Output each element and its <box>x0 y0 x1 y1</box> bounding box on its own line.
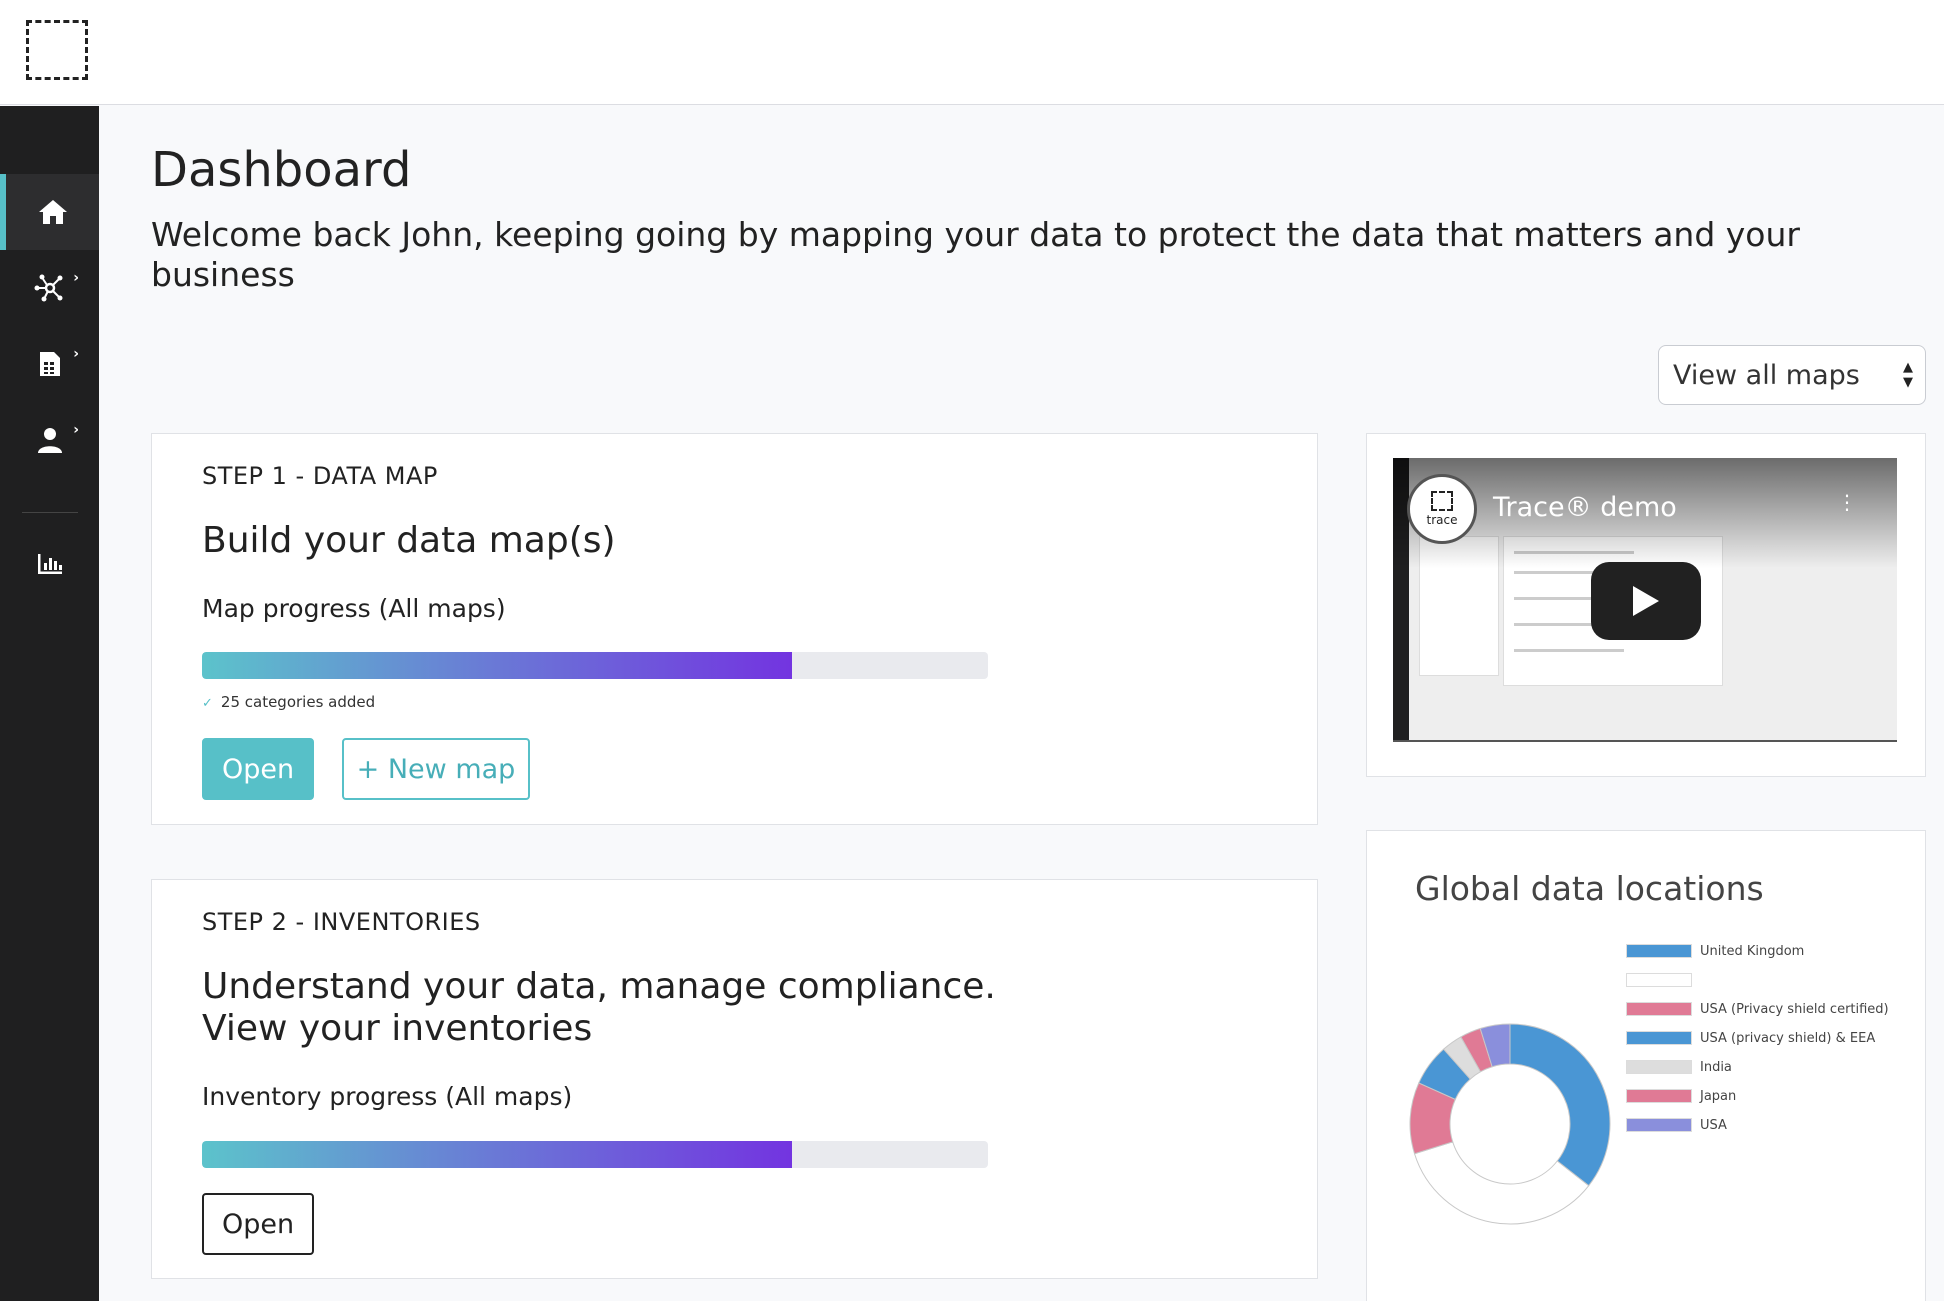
step1-label: STEP 1 - DATA MAP <box>202 462 438 490</box>
sidebar-item-inventories[interactable]: › <box>0 326 99 402</box>
top-bar <box>0 0 1944 105</box>
select-arrows-icon: ▲ ▼ <box>1903 360 1913 390</box>
video-title-shade <box>1393 458 1897 568</box>
step1-card: STEP 1 - DATA MAP Build your data map(s)… <box>151 433 1318 825</box>
map-progress-fill <box>202 652 792 679</box>
step2-open-button[interactable]: Open <box>202 1193 314 1255</box>
page-subtitle: Welcome back John, keeping going by mapp… <box>151 215 1800 294</box>
page-title: Dashboard <box>151 142 412 198</box>
map-progress-label: Map progress (All maps) <box>202 594 506 623</box>
home-icon <box>38 200 67 224</box>
chevron-right-icon: › <box>73 422 79 438</box>
video-menu-icon[interactable]: ⋮ <box>1837 490 1857 514</box>
play-icon <box>1633 586 1659 616</box>
legend-item[interactable] <box>1626 971 1700 989</box>
sidebar-divider <box>22 512 78 513</box>
donut-chart <box>1409 1023 1611 1225</box>
legend-item[interactable]: USA (privacy shield) & EEA <box>1626 1029 1875 1047</box>
chevron-right-icon: › <box>73 270 79 286</box>
donut-slice-6[interactable] <box>1479 1023 1511 1068</box>
legend-swatch <box>1626 1118 1692 1132</box>
play-button[interactable] <box>1591 562 1701 640</box>
video-title[interactable]: Trace® demo <box>1493 492 1677 523</box>
sidebar-item-data-map[interactable]: › <box>0 250 99 326</box>
chart-title: Global data locations <box>1415 869 1764 908</box>
legend-label: United Kingdom <box>1700 943 1805 959</box>
sidebar: › › › <box>0 106 99 1301</box>
maps-filter-value: View all maps <box>1673 359 1860 391</box>
logo-icon[interactable] <box>26 20 88 80</box>
step2-heading-line1: Understand your data, manage compliance. <box>202 966 996 1007</box>
legend-label: Japan <box>1700 1088 1737 1104</box>
step2-label: STEP 2 - INVENTORIES <box>202 908 481 936</box>
legend-item[interactable]: USA <box>1626 1116 1727 1134</box>
user-icon <box>37 428 62 453</box>
bar-chart-icon <box>37 554 62 574</box>
legend-item[interactable]: Japan <box>1626 1087 1736 1105</box>
maps-filter-select[interactable]: View all maps ▲ ▼ <box>1658 345 1926 405</box>
categories-note-text: 25 categories added <box>220 693 376 711</box>
legend-swatch <box>1626 1089 1692 1103</box>
trace-logo-icon <box>1431 491 1453 511</box>
legend-swatch <box>1626 1060 1692 1074</box>
new-map-button[interactable]: + New map <box>342 738 530 800</box>
inventory-progress-fill <box>202 1141 792 1168</box>
legend-swatch <box>1626 944 1692 958</box>
document-table-icon <box>39 352 60 376</box>
video-channel-avatar[interactable]: trace <box>1407 474 1477 544</box>
legend-item[interactable]: United Kingdom <box>1626 942 1804 960</box>
legend-swatch <box>1626 1031 1692 1045</box>
sidebar-item-users[interactable]: › <box>0 402 99 478</box>
step2-heading-line2: View your inventories <box>202 1008 593 1049</box>
step2-card: STEP 2 - INVENTORIES Understand your dat… <box>151 879 1318 1279</box>
check-icon: ✓ <box>202 696 213 711</box>
legend-label: USA (privacy shield) & EEA <box>1700 1030 1876 1046</box>
legend-item[interactable]: USA (Privacy shield certified) <box>1626 1000 1889 1018</box>
legend-label: USA <box>1700 1117 1727 1133</box>
network-icon <box>34 274 62 302</box>
chevron-right-icon: › <box>73 346 79 362</box>
inventory-progress-label: Inventory progress (All maps) <box>202 1082 573 1111</box>
legend-swatch <box>1626 973 1692 987</box>
step1-heading: Build your data map(s) <box>202 520 616 561</box>
global-locations-card: Global data locations United Kingdom USA … <box>1366 830 1926 1301</box>
legend-swatch <box>1626 1002 1692 1016</box>
video-card: trace Trace® demo ⋮ <box>1366 433 1926 777</box>
sidebar-item-home[interactable] <box>0 174 99 250</box>
legend-item[interactable]: India <box>1626 1058 1732 1076</box>
donut-slice-1[interactable] <box>1413 1141 1590 1225</box>
inventory-progress-bar <box>202 1141 988 1168</box>
sidebar-item-reports[interactable] <box>0 526 99 602</box>
donut-slice-0[interactable] <box>1509 1023 1611 1187</box>
map-progress-bar <box>202 652 988 679</box>
channel-name: trace <box>1426 513 1458 527</box>
categories-note: ✓ 25 categories added <box>202 693 375 711</box>
legend-label: USA (Privacy shield certified) <box>1700 1001 1889 1017</box>
legend-label: India <box>1700 1059 1732 1075</box>
demo-video-player[interactable]: trace Trace® demo ⋮ <box>1393 458 1897 742</box>
step1-open-button[interactable]: Open <box>202 738 314 800</box>
